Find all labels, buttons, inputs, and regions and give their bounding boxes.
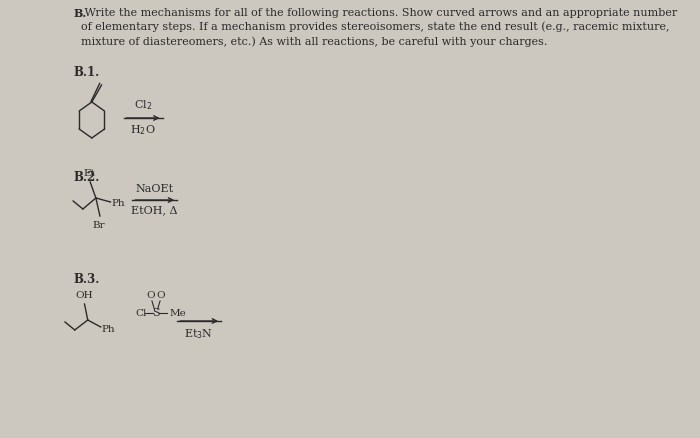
Text: B.2.: B.2.	[73, 171, 99, 184]
Text: Cl$_2$: Cl$_2$	[134, 98, 152, 112]
Text: B.1.: B.1.	[73, 66, 99, 79]
Text: B.3.: B.3.	[73, 273, 99, 286]
Text: EtOH, Δ: EtOH, Δ	[131, 205, 178, 215]
Text: Ph: Ph	[102, 325, 116, 333]
Text: H$_2$O: H$_2$O	[130, 123, 156, 137]
Text: O: O	[146, 291, 155, 300]
Text: B.: B.	[73, 8, 86, 19]
Text: Et$_3$N: Et$_3$N	[185, 327, 214, 341]
Text: Ph: Ph	[111, 198, 125, 208]
Text: Br: Br	[93, 221, 106, 230]
Text: Et: Et	[83, 169, 95, 178]
Text: Me: Me	[170, 308, 187, 318]
Text: OH: OH	[75, 291, 92, 300]
Text: Cl: Cl	[135, 308, 146, 318]
Text: NaOEt: NaOEt	[135, 184, 174, 194]
Text: S: S	[152, 308, 160, 318]
Text: O: O	[157, 291, 165, 300]
Text: Write the mechanisms for all of the following reactions. Show curved arrows and : Write the mechanisms for all of the foll…	[81, 8, 678, 47]
